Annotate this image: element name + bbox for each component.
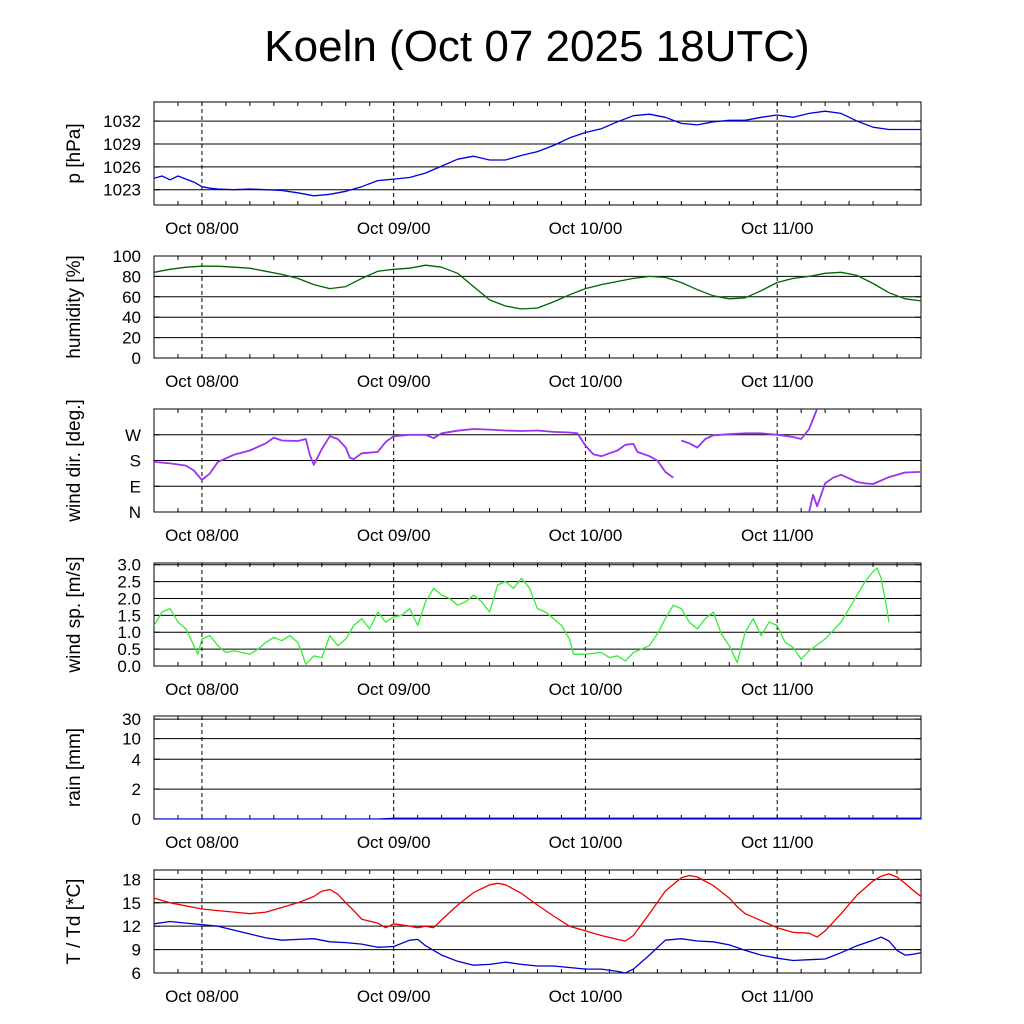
y-tick-label: 1026 bbox=[103, 158, 141, 177]
x-tick-label: Oct 08/00 bbox=[165, 372, 239, 391]
y-tick-label: 0 bbox=[132, 349, 141, 368]
y-tick-label: 3.0 bbox=[117, 556, 141, 575]
x-tick-label: Oct 11/00 bbox=[741, 833, 813, 852]
y-axis-label: p [hPa] bbox=[64, 123, 85, 183]
x-tick-label: Oct 09/00 bbox=[357, 526, 431, 545]
x-tick-label: Oct 09/00 bbox=[357, 833, 431, 852]
panel-temperature: 6 9 12 15 18 Oct 08/00 Oct 09/00 Oct 10/00 Oct 1… bbox=[64, 869, 922, 1006]
y-axis-label: wind dir. [deg.] bbox=[64, 399, 85, 523]
y-tick-label: 60 bbox=[122, 288, 141, 307]
panel-frame bbox=[153, 715, 922, 820]
y-axis-label: wind sp. [m/s] bbox=[64, 556, 85, 673]
y-tick-label: 12 bbox=[122, 917, 141, 936]
series-line-dewpoint bbox=[154, 920, 921, 973]
x-tick-label: Oct 09/00 bbox=[357, 219, 431, 238]
y-tick-label: 1029 bbox=[103, 135, 141, 154]
x-tick-label: Oct 11/00 bbox=[741, 526, 813, 545]
series-line-wind_dir-4 bbox=[985, 504, 1024, 512]
series-line-pressure bbox=[154, 110, 921, 197]
y-tick-label: 9 bbox=[132, 941, 141, 960]
y-tick-label: 1.5 bbox=[117, 606, 141, 625]
panel-frame bbox=[153, 101, 922, 206]
x-tick-label: Oct 10/00 bbox=[549, 526, 623, 545]
y-tick-label: 0.5 bbox=[117, 640, 141, 659]
y-tick-label: 100 bbox=[113, 247, 141, 266]
y-axis-label: rain [mm] bbox=[64, 728, 85, 807]
x-tick-label: Oct 09/00 bbox=[357, 987, 431, 1006]
x-tick-label: Oct 11/00 bbox=[741, 372, 813, 391]
panel-frame bbox=[153, 408, 922, 513]
x-tick-label: Oct 10/00 bbox=[549, 987, 623, 1006]
y-tick-label: 80 bbox=[122, 267, 141, 286]
y-tick-label: N bbox=[129, 503, 141, 522]
x-tick-label: Oct 10/00 bbox=[549, 372, 623, 391]
panel-frame bbox=[153, 255, 922, 359]
series-line-temperature bbox=[154, 873, 921, 942]
x-tick-label: Oct 10/00 bbox=[549, 219, 623, 238]
x-tick-label: Oct 08/00 bbox=[165, 219, 239, 238]
y-tick-label: 0.0 bbox=[117, 657, 141, 676]
y-axis-label: humidity [%] bbox=[64, 255, 85, 358]
x-tick-label: Oct 08/00 bbox=[165, 680, 239, 699]
x-tick-label: Oct 08/00 bbox=[165, 987, 239, 1006]
chart-title: Koeln (Oct 07 2025 18UTC) bbox=[264, 22, 810, 71]
series-line-wind_dir-3 bbox=[977, 408, 1017, 412]
x-tick-label: Oct 08/00 bbox=[165, 833, 239, 852]
series-line-wind_dir-2 bbox=[808, 470, 921, 512]
series-line-humidity bbox=[154, 264, 921, 310]
series-line-rain bbox=[154, 817, 921, 819]
x-tick-label: Oct 09/00 bbox=[357, 680, 431, 699]
y-axis-label: T / Td [*C] bbox=[64, 879, 85, 965]
y-tick-label: 6 bbox=[132, 964, 141, 983]
y-tick-label: 20 bbox=[122, 329, 141, 348]
y-tick-label: 2 bbox=[132, 780, 141, 799]
y-tick-label: 15 bbox=[122, 894, 141, 913]
panel-wind_speed: 0.00.51.01.52.02.53.0 Oct 08/00 Oct 09/00 O… bbox=[64, 556, 922, 699]
series-line-wind_dir-0 bbox=[154, 428, 674, 481]
y-tick-label: 2.0 bbox=[117, 589, 141, 608]
panel-frame bbox=[153, 869, 922, 974]
panel-pressure: 1023 1026 1029 1032 Oct 08/00 Oct 09/00 Oct 10… bbox=[64, 101, 922, 238]
x-tick-label: Oct 10/00 bbox=[549, 680, 623, 699]
y-tick-label: 1.0 bbox=[117, 623, 141, 642]
y-tick-label: 40 bbox=[122, 308, 141, 327]
y-tick-label: 4 bbox=[132, 750, 141, 769]
y-tick-label: 30 bbox=[122, 710, 141, 729]
series-line-wind_dir-1 bbox=[681, 409, 818, 449]
y-tick-label: 1023 bbox=[103, 181, 141, 200]
x-tick-label: Oct 08/00 bbox=[165, 526, 239, 545]
y-tick-label: 18 bbox=[122, 870, 141, 889]
panel-frame bbox=[153, 562, 922, 667]
y-tick-label: 1032 bbox=[103, 112, 141, 131]
y-tick-label: E bbox=[130, 477, 141, 496]
x-tick-label: Oct 11/00 bbox=[741, 219, 813, 238]
x-tick-label: Oct 11/00 bbox=[741, 987, 813, 1006]
x-tick-label: Oct 10/00 bbox=[549, 833, 623, 852]
y-tick-label: S bbox=[130, 452, 141, 471]
y-tick-label: 0 bbox=[132, 810, 141, 829]
y-tick-label: W bbox=[125, 426, 141, 445]
series-line-wind_speed bbox=[154, 567, 890, 665]
y-tick-label: 2.5 bbox=[117, 573, 141, 592]
x-tick-label: Oct 09/00 bbox=[357, 372, 431, 391]
y-tick-label: 10 bbox=[122, 730, 141, 749]
x-tick-label: Oct 11/00 bbox=[741, 680, 813, 699]
